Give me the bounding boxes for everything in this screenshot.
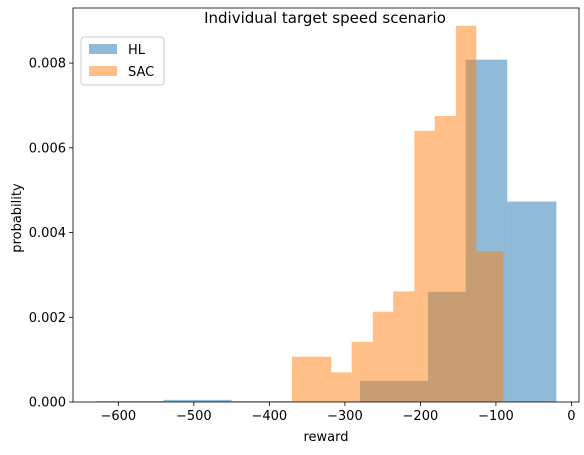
y-tick-label: 0.004	[29, 226, 66, 241]
legend-swatch-sac	[89, 66, 117, 76]
legend-swatch-hl	[89, 44, 117, 54]
x-tick-label: −300	[327, 409, 363, 424]
bar-sac-6	[435, 116, 456, 402]
x-tick-label: −200	[403, 409, 439, 424]
y-tick-label: 0.000	[29, 396, 66, 411]
bar-sac-2	[352, 342, 373, 402]
x-tick-label: −600	[100, 409, 136, 424]
chart-title: Individual target speed scenario	[204, 9, 446, 27]
bar-sac-5	[414, 131, 434, 402]
x-tick-label: 0	[567, 409, 575, 424]
legend: HL SAC	[81, 37, 164, 85]
bar-sac-1	[331, 372, 351, 402]
x-axis-label: reward	[303, 430, 348, 445]
y-tick-label: 0.002	[29, 311, 66, 326]
bar-sac-0	[292, 357, 331, 402]
bar-sac-3	[373, 312, 393, 402]
y-axis-label: probability	[10, 183, 25, 253]
x-tick-label: −400	[251, 409, 287, 424]
x-tick-label: −100	[478, 409, 514, 424]
x-tick-label: −500	[176, 409, 212, 424]
bar-sac-8	[476, 251, 503, 402]
legend-label-sac: SAC	[128, 65, 154, 80]
legend-label-hl: HL	[128, 43, 146, 58]
bar-hl-7	[507, 202, 556, 402]
bar-sac-7	[456, 26, 476, 402]
y-tick-label: 0.008	[29, 57, 66, 72]
y-tick-label: 0.006	[29, 141, 66, 156]
bar-sac-4	[393, 291, 414, 402]
